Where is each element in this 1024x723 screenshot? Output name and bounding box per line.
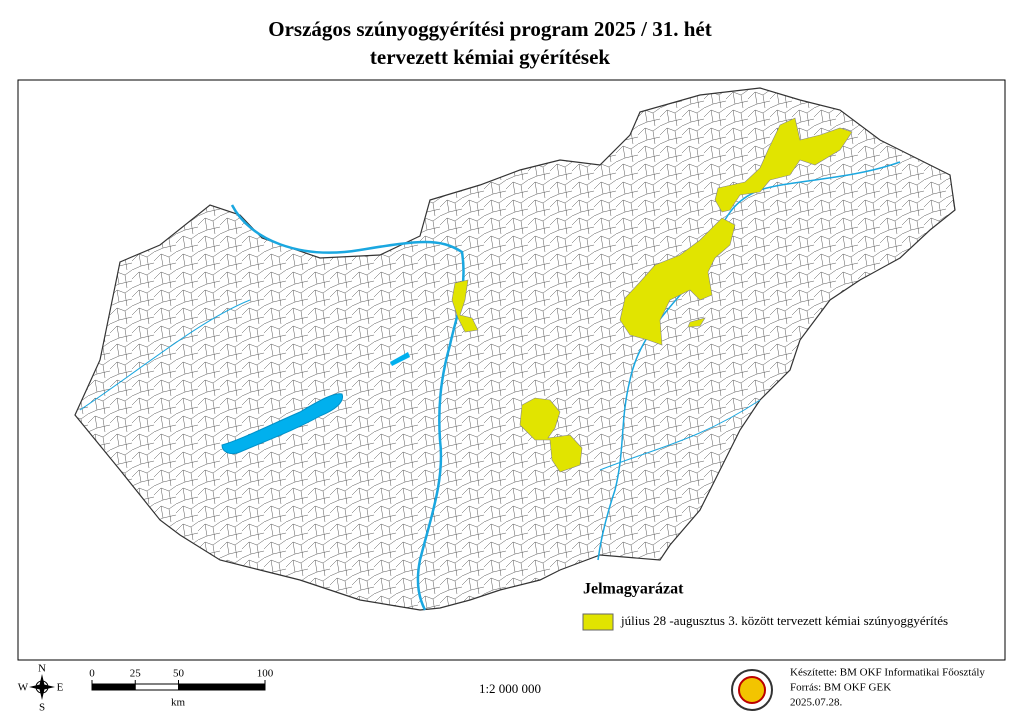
legend-title: Jelmagyarázat [583,581,684,598]
scale-segment [91,683,136,691]
legend-swatch [582,613,614,631]
compass-s: S [39,702,45,714]
scale-tick-label: 100 [257,668,274,680]
spray-area [714,117,853,213]
spray-area [687,317,706,328]
compass-e: E [57,682,64,694]
spray-area [619,217,736,346]
scale-segment [178,683,266,691]
river [79,299,761,471]
spray-areas [451,117,853,473]
country-map [74,87,956,611]
spray-area [519,397,583,473]
credit-source: Forrás: BM OKF GEK [790,682,891,694]
logo [731,669,773,711]
legend-label: július 28 -augusztus 3. között tervezett… [620,613,948,628]
country-outline [74,87,956,611]
scale-bar: 0 25 50 100 [89,668,274,691]
map-frame [17,79,1006,661]
lake-velence [390,352,410,366]
credit-date: 2025.07.28. [790,697,843,709]
scale-tick-label: 50 [173,668,185,680]
scale-segment [134,683,179,691]
scale-tick-label: 25 [130,668,142,680]
compass-w: W [18,682,29,694]
title: Országos szúnyoggyérítési program 2025 /… [268,17,711,41]
compass: N E S W [18,663,64,714]
scale-unit: km [171,697,186,709]
scale-ratio: 1:2 000 000 [479,681,541,696]
spray-area [451,279,479,333]
lake-balaton [221,393,344,455]
credit-author: Készítette: BM OKF Informatikai Főosztál… [790,667,985,679]
tisza [597,161,901,561]
scale-tick-label: 0 [89,668,95,680]
compass-n: N [38,663,46,675]
subtitle: tervezett kémiai gyérítések [370,45,611,69]
danube [230,204,465,611]
